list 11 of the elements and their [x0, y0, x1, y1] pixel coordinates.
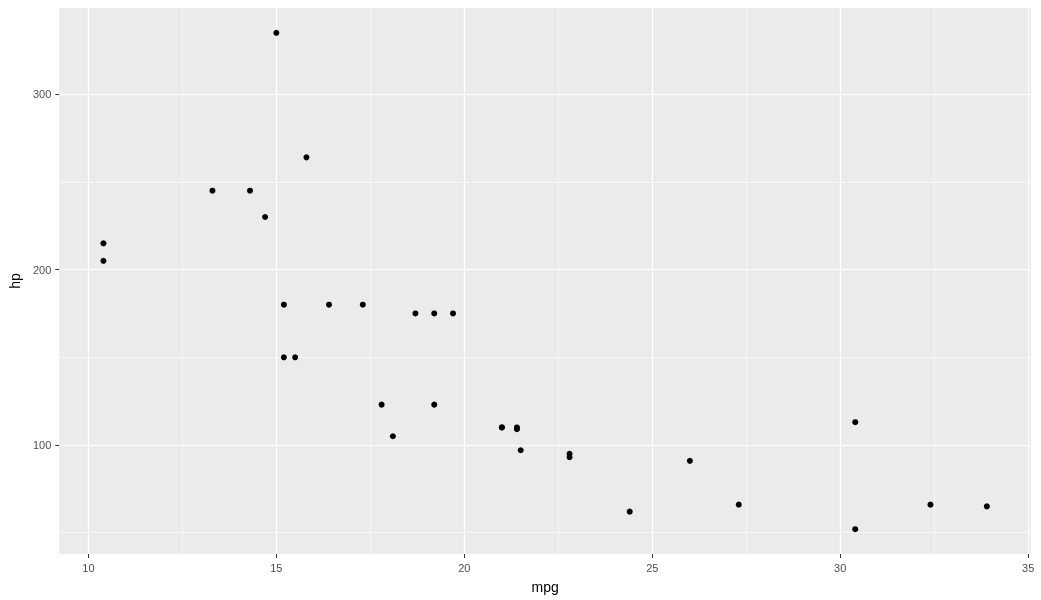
x-axis-title: mpg	[531, 579, 559, 595]
y-tick-label: 300	[32, 88, 52, 101]
x-tick-label: 15	[270, 561, 283, 574]
y-tick-label: 200	[32, 263, 52, 276]
x-tick-label: 20	[458, 561, 471, 574]
x-tick-label: 10	[82, 561, 95, 574]
y-axis-title: hp	[7, 273, 23, 289]
y-tick-label: 100	[32, 438, 52, 451]
x-tick-label: 30	[834, 561, 847, 574]
x-tick-label: 35	[1022, 561, 1035, 574]
x-tick-label: 25	[646, 561, 659, 574]
